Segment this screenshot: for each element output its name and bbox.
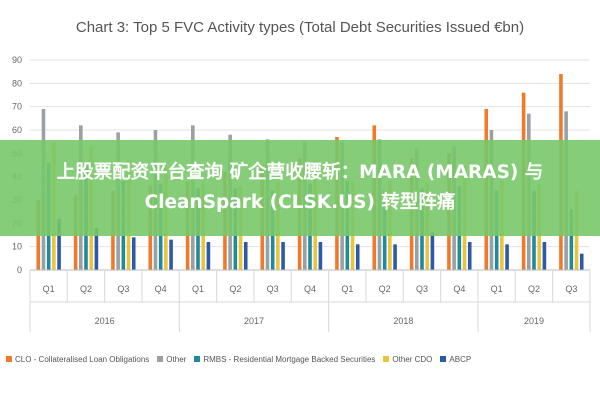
x-tick-label: Q2 xyxy=(80,284,92,294)
y-tick-label: 0 xyxy=(17,265,22,275)
x-tick-label: Q3 xyxy=(565,284,577,294)
overlay-banner: 上股票配资平台查询 矿企营收腰斩：MARA (MARAS) 与 CleanSpa… xyxy=(0,140,600,236)
y-tick-label: 10 xyxy=(12,242,22,252)
x-tick-label: Q3 xyxy=(117,284,129,294)
year-label: 2016 xyxy=(95,316,115,326)
year-label: 2019 xyxy=(524,316,544,326)
chart-title: Chart 3: Top 5 FVC Activity types (Total… xyxy=(76,19,524,36)
legend-swatch xyxy=(157,356,164,362)
x-tick-label: Q4 xyxy=(155,284,167,294)
x-tick-label: Q3 xyxy=(416,284,428,294)
bar xyxy=(542,242,547,270)
bar xyxy=(243,242,248,270)
bar xyxy=(57,218,61,270)
x-tick-label: Q2 xyxy=(229,284,241,294)
legend-label: Other CDO xyxy=(392,354,433,364)
bar xyxy=(131,237,136,270)
bar xyxy=(206,242,211,270)
legend-label: ABCP xyxy=(449,354,472,364)
x-tick-label: Q2 xyxy=(379,284,391,294)
x-tick-label: Q3 xyxy=(267,284,279,294)
legend-label: CLO - Collateralised Loan Obligations xyxy=(15,354,150,364)
legend-label: RMBS - Residential Mortgage Backed Secur… xyxy=(203,354,376,364)
y-tick-label: 90 xyxy=(12,55,22,65)
year-label: 2017 xyxy=(244,316,264,326)
year-label: 2018 xyxy=(393,316,413,326)
bar xyxy=(355,244,360,270)
x-tick-label: Q2 xyxy=(528,284,540,294)
bar xyxy=(169,239,173,270)
x-tick-label: Q1 xyxy=(192,284,204,294)
bar xyxy=(318,242,323,270)
bar xyxy=(569,209,574,270)
y-tick-label: 60 xyxy=(12,125,22,135)
legend-swatch xyxy=(194,356,201,362)
x-tick-label: Q4 xyxy=(453,284,465,294)
bar xyxy=(467,242,472,270)
legend-item: ABCP xyxy=(440,355,471,364)
bar xyxy=(579,253,584,270)
legend-item: Other CDO xyxy=(383,355,432,364)
legend: CLO - Collateralised Loan Obligations Oth… xyxy=(6,350,596,368)
bar xyxy=(281,242,285,270)
x-tick-label: Q4 xyxy=(304,284,316,294)
legend-item: RMBS - Residential Mortgage Backed Secur… xyxy=(194,355,375,364)
bar xyxy=(430,232,435,270)
x-tick-label: Q1 xyxy=(43,284,55,294)
bar xyxy=(505,244,509,270)
legend-item: CLO - Collateralised Loan Obligations xyxy=(6,355,149,364)
overlay-headline: 上股票配资平台查询 矿企营收腰斩：MARA (MARAS) 与 CleanSpa… xyxy=(56,162,544,213)
legend-item: Other xyxy=(157,355,186,364)
y-tick-label: 80 xyxy=(12,78,22,88)
bar xyxy=(393,244,397,270)
x-tick-label: Q1 xyxy=(341,284,353,294)
legend-swatch xyxy=(440,356,447,362)
bar xyxy=(94,228,99,270)
legend-swatch xyxy=(6,356,12,362)
x-tick-label: Q1 xyxy=(491,284,503,294)
legend-swatch xyxy=(383,356,390,362)
legend-label: Other xyxy=(166,354,187,364)
y-tick-label: 70 xyxy=(12,102,22,112)
